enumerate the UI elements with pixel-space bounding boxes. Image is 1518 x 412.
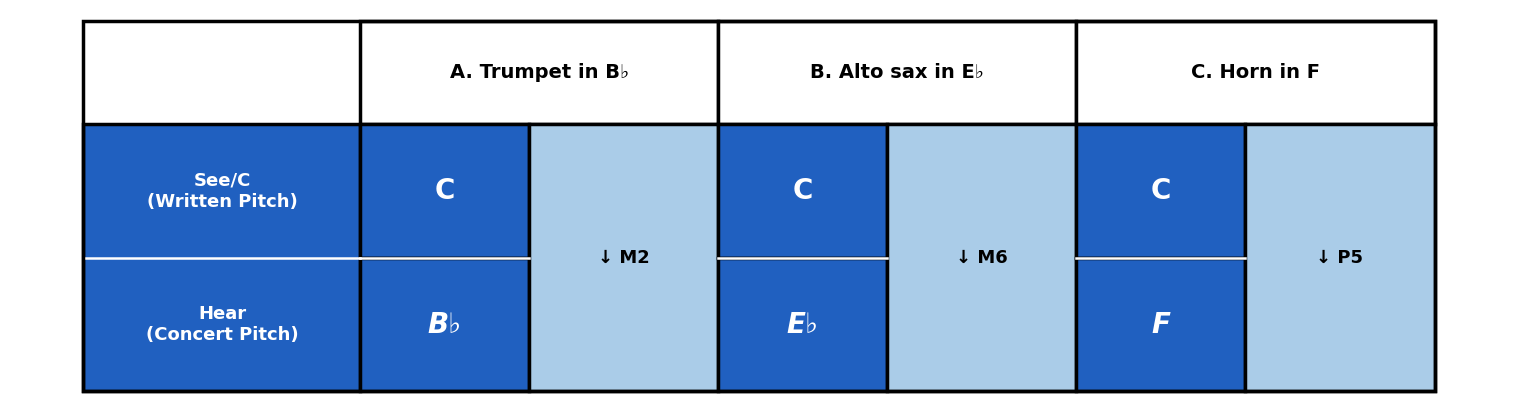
Bar [718,124,887,258]
Bar [528,124,718,391]
Text: C: C [792,177,812,205]
Bar [718,258,887,391]
Bar [1076,258,1245,391]
Bar [360,258,528,391]
Text: C: C [1151,177,1170,205]
Text: ↓ M2: ↓ M2 [598,249,650,267]
Text: F: F [1151,311,1170,339]
Text: C. Horn in F: C. Horn in F [1192,63,1321,82]
Bar [887,124,1076,391]
Bar [1076,21,1435,124]
Text: See/C
(Written Pitch): See/C (Written Pitch) [147,172,298,211]
Text: A. Trumpet in B♭: A. Trumpet in B♭ [449,63,628,82]
Text: B♭: B♭ [428,311,461,339]
Bar [360,124,528,258]
Text: ↓ P5: ↓ P5 [1316,249,1363,267]
Text: E♭: E♭ [786,311,818,339]
Bar [83,124,360,391]
Bar [718,21,1076,124]
Text: B. Alto sax in E♭: B. Alto sax in E♭ [811,63,985,82]
Bar [1076,124,1245,258]
Text: Hear
(Concert Pitch): Hear (Concert Pitch) [146,305,298,344]
Bar [360,21,718,124]
Bar [83,21,1435,391]
Bar [1245,124,1435,391]
Text: C: C [434,177,455,205]
Text: ↓ M6: ↓ M6 [956,249,1008,267]
